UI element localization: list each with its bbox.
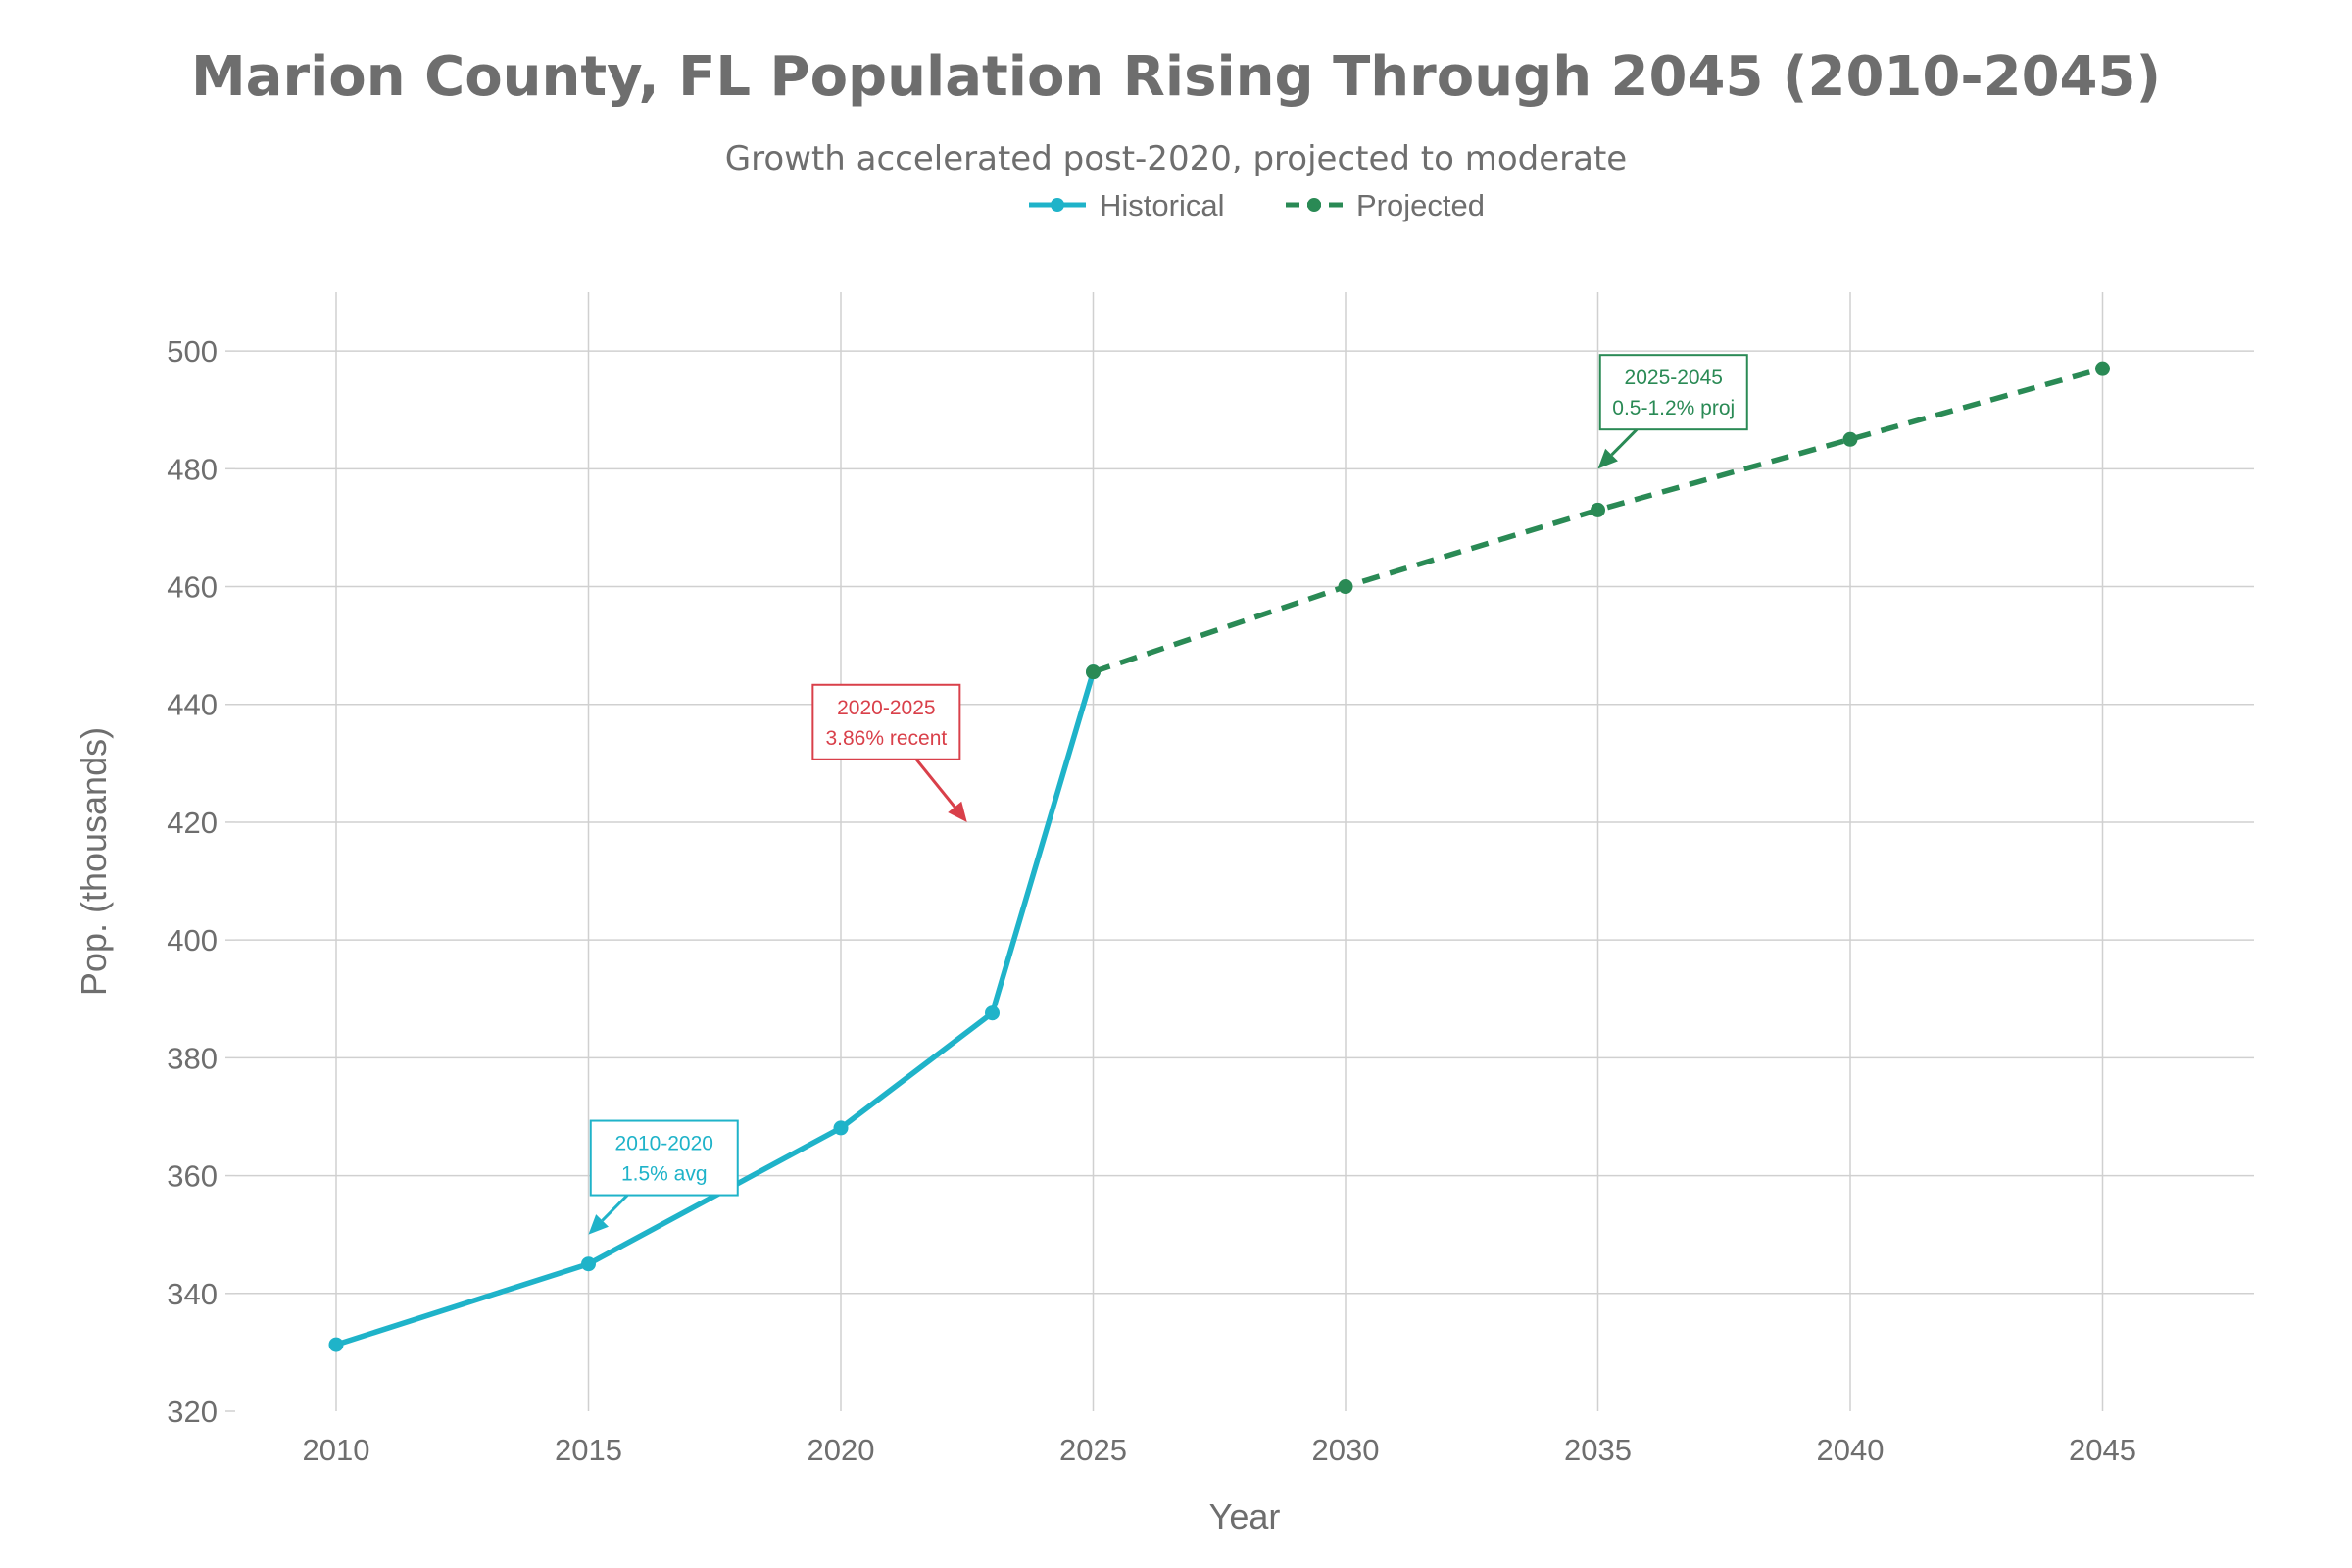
legend-item-projected: Projected bbox=[1286, 188, 1485, 222]
y-tick-label: 400 bbox=[167, 923, 218, 957]
data-point-projected bbox=[1842, 431, 1858, 447]
legend-item-historical: Historical bbox=[1029, 188, 1224, 222]
y-tick-label: 340 bbox=[167, 1277, 218, 1311]
series-line-historical bbox=[335, 670, 1097, 1348]
x-tick-label: 2030 bbox=[1312, 1433, 1380, 1467]
annotation-arrow-line bbox=[601, 1194, 629, 1222]
data-point-historical bbox=[985, 1005, 1000, 1021]
x-tick-label: 2045 bbox=[2069, 1433, 2136, 1467]
y-tick-label: 360 bbox=[167, 1159, 218, 1194]
y-tick-label: 380 bbox=[167, 1041, 218, 1075]
legend-label: Projected bbox=[1356, 188, 1485, 222]
series-line-projected bbox=[1092, 366, 2104, 675]
y-tick-label: 420 bbox=[167, 806, 218, 840]
legend-label: Historical bbox=[1100, 188, 1224, 222]
grid-lines bbox=[225, 292, 2254, 1412]
x-tick-label: 2035 bbox=[1564, 1433, 1632, 1467]
annotation-text: 2020-2025 bbox=[837, 697, 935, 719]
legend: Historical Projected bbox=[1029, 188, 1485, 222]
y-tick-label: 460 bbox=[167, 570, 218, 605]
ann-2025-2045: 2025-2045 0.5-1.2% proj bbox=[1597, 354, 1748, 469]
data-point-projected bbox=[1086, 664, 1101, 680]
data-point-projected bbox=[1338, 579, 1353, 595]
annotation-text: 2010-2020 bbox=[615, 1133, 713, 1155]
annotation-text: 0.5-1.2% proj bbox=[1612, 397, 1735, 419]
x-tick-label: 2020 bbox=[808, 1433, 875, 1467]
axes: 2010 2015 2020 2025 2030 2035 2040 2045 320 340 36… bbox=[74, 334, 2136, 1537]
x-tick-label: 2040 bbox=[1817, 1433, 1885, 1467]
x-tick-label: 2015 bbox=[555, 1433, 622, 1467]
x-tick-label: 2025 bbox=[1059, 1433, 1127, 1467]
chart-title: Marion County, FL Population Rising Thro… bbox=[190, 45, 2162, 109]
annotation-box bbox=[811, 683, 961, 760]
x-tick-label: 2010 bbox=[303, 1433, 370, 1467]
y-tick-label: 440 bbox=[167, 688, 218, 722]
annotation-text: 1.5% avg bbox=[621, 1163, 708, 1186]
legend-swatch-marker bbox=[1307, 198, 1321, 212]
x-axis-title: Year bbox=[1209, 1496, 1281, 1537]
y-tick-label: 480 bbox=[167, 452, 218, 486]
y-axis-title: Pop. (thousands) bbox=[74, 727, 114, 996]
annotation-arrowhead bbox=[1597, 448, 1618, 469]
data-point-historical bbox=[328, 1337, 344, 1352]
annotation-arrow-line bbox=[914, 758, 956, 808]
data-point-historical bbox=[833, 1120, 849, 1136]
ann-2010-2020: 2010-2020 1.5% avg bbox=[588, 1119, 739, 1235]
y-tick-label: 500 bbox=[167, 334, 218, 368]
annotation-text: 2025-2045 bbox=[1625, 367, 1723, 389]
ann-2020-2025: 2020-2025 3.86% recent bbox=[811, 683, 967, 822]
y-tick-label: 320 bbox=[167, 1395, 218, 1429]
annotation-arrow-line bbox=[1610, 428, 1639, 457]
data-point-historical bbox=[581, 1256, 596, 1272]
annotation-arrowhead bbox=[588, 1214, 609, 1235]
annotation-arrowhead bbox=[948, 801, 967, 822]
series-lines bbox=[328, 361, 2110, 1352]
annotation-text: 3.86% recent bbox=[825, 727, 947, 750]
data-point-projected bbox=[1591, 502, 1605, 517]
annotation-box bbox=[589, 1119, 739, 1197]
data-point-projected bbox=[2095, 361, 2110, 376]
chart-subtitle: Growth accelerated post-2020, projected … bbox=[724, 139, 1628, 178]
annotation-box bbox=[1598, 354, 1748, 431]
legend-swatch-marker bbox=[1051, 198, 1064, 212]
